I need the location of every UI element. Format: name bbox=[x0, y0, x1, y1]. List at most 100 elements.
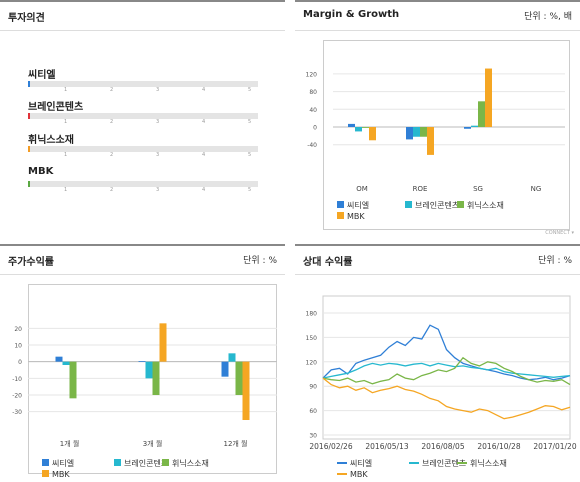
legend-label: 휘닉스소재 bbox=[172, 458, 209, 468]
x-category-label: ROE bbox=[413, 185, 428, 193]
opinion-scale-bar bbox=[28, 113, 258, 119]
x-tick-label: 2016/02/26 bbox=[309, 442, 352, 451]
legend-swatch bbox=[405, 201, 412, 208]
x-category-label: SG bbox=[473, 185, 483, 193]
opinion-tick-label: 3 bbox=[156, 87, 160, 93]
opinion-tick-label: 5 bbox=[248, 152, 252, 158]
connect-label: CONNECT bbox=[545, 230, 570, 236]
bar bbox=[471, 125, 478, 127]
returns-title: 주가수익률 bbox=[8, 257, 54, 268]
opinion-tick-label: 3 bbox=[156, 119, 160, 125]
bar bbox=[62, 361, 70, 365]
bar bbox=[406, 127, 413, 140]
legend-label: 브레인콘텐츠 bbox=[124, 458, 168, 468]
opinion-row: 휘닉스소재 1 2 3 4 5 bbox=[28, 131, 258, 160]
chevron-down-icon: ▾ bbox=[571, 230, 574, 236]
panel-divider bbox=[295, 274, 580, 275]
opinion-scale-ticks: 1 2 3 4 5 bbox=[28, 87, 258, 95]
opinion-tick-label: 4 bbox=[202, 152, 206, 158]
opinion-company-name: 휘닉스소재 bbox=[28, 135, 74, 146]
bar bbox=[159, 323, 167, 362]
y-tick-label: 20 bbox=[14, 326, 22, 333]
bar bbox=[348, 123, 355, 127]
y-tick-label: -30 bbox=[12, 409, 22, 416]
opinion-tick-label: 3 bbox=[156, 187, 160, 193]
legend-swatch bbox=[162, 459, 169, 466]
panel-top-border bbox=[295, 0, 580, 2]
panel-top-border bbox=[0, 0, 285, 2]
panel-divider bbox=[0, 30, 285, 31]
opinion-tick-label: 2 bbox=[110, 152, 114, 158]
y-tick-label: 0 bbox=[18, 359, 22, 366]
opinion-tick-label: 4 bbox=[202, 87, 206, 93]
y-tick-label: 80 bbox=[309, 89, 317, 96]
bar bbox=[369, 127, 376, 141]
relative-unit: 단위 : % bbox=[538, 256, 572, 266]
opinion-tick-label: 1 bbox=[64, 152, 68, 158]
x-category-label: NG bbox=[531, 185, 542, 193]
x-category-label: 3개 월 bbox=[143, 439, 163, 448]
x-tick-label: 2016/08/05 bbox=[421, 442, 464, 451]
legend-label: 휘닉스소재 bbox=[470, 458, 507, 468]
y-tick-label: 0 bbox=[313, 125, 317, 132]
opinion-scale-bar bbox=[28, 146, 258, 152]
opinion-scale-ticks: 1 2 3 4 5 bbox=[28, 152, 258, 160]
opinion-tick-label: 4 bbox=[202, 187, 206, 193]
opinion-panel: 투자의견 씨티엘 1 2 3 4 5 브레인콘텐츠 1 2 3 4 5 휘닉스소재 1 2 3 4 5 MBK 1 2 3… bbox=[0, 0, 285, 238]
bar bbox=[228, 353, 236, 362]
y-tick-label: -20 bbox=[12, 393, 22, 400]
chart-frame bbox=[322, 295, 571, 440]
relative-chart: 180 150 120 90 60 30 2016/02/26 2016/05/13 2016/… bbox=[306, 295, 577, 479]
legend-swatch bbox=[337, 201, 344, 208]
panel-divider bbox=[0, 274, 285, 275]
x-category-label: 12개 월 bbox=[223, 439, 247, 448]
opinion-marker bbox=[28, 113, 30, 119]
y-tick-label: 40 bbox=[309, 107, 317, 114]
opinion-tick-label: 2 bbox=[110, 187, 114, 193]
bar bbox=[69, 361, 77, 399]
opinion-marker bbox=[28, 81, 30, 87]
bar bbox=[138, 361, 146, 362]
opinion-scale-bar bbox=[28, 81, 258, 87]
opinion-scale-ticks: 1 2 3 4 5 bbox=[28, 187, 258, 195]
bar bbox=[464, 127, 471, 129]
opinion-scale-ticks: 1 2 3 4 5 bbox=[28, 119, 258, 127]
legend-label: 씨티엘 bbox=[350, 458, 372, 468]
opinion-company-name: 씨티엘 bbox=[28, 70, 56, 81]
legend-label: 씨티엘 bbox=[347, 200, 369, 210]
margin-growth-chart: 120 80 40 0 -40 OM ROE SG NG 씨티엘 브레인콘텐츠 휘닉스소재 MBK bbox=[306, 68, 565, 221]
opinion-marker bbox=[28, 146, 30, 152]
margin-growth-panel: Margin & Growth 단위 : %, 배 120 80 40 0 -40 OM R… bbox=[295, 0, 580, 238]
legend-label: 브레인콘텐츠 bbox=[422, 458, 466, 468]
opinion-tick-label: 2 bbox=[110, 87, 114, 93]
bar bbox=[55, 356, 63, 362]
y-tick-label: -10 bbox=[12, 376, 22, 383]
bar bbox=[145, 361, 153, 379]
x-tick-label: 2016/10/28 bbox=[477, 442, 520, 451]
relative-panel: 상대 수익률 단위 : % 180 150 120 90 60 30 2016/02/26 2… bbox=[295, 244, 580, 482]
x-category-label: 1개 월 bbox=[60, 439, 80, 448]
series-line bbox=[322, 362, 571, 379]
legend-swatch bbox=[42, 459, 49, 466]
opinion-tick-label: 1 bbox=[64, 187, 68, 193]
legend-label: MBK bbox=[350, 470, 368, 479]
opinion-scale-bar bbox=[28, 181, 258, 187]
series-line bbox=[322, 377, 571, 420]
x-tick-label: 2017/01/20 bbox=[533, 442, 576, 451]
panel-top-border bbox=[295, 244, 580, 246]
opinion-tick-label: 3 bbox=[156, 152, 160, 158]
x-category-label: OM bbox=[356, 185, 368, 193]
legend-label: 브레인콘텐츠 bbox=[415, 200, 459, 210]
opinion-company-name: 브레인콘텐츠 bbox=[28, 102, 84, 113]
opinion-tick-label: 5 bbox=[248, 87, 252, 93]
opinion-row: 브레인콘텐츠 1 2 3 4 5 bbox=[28, 98, 258, 127]
y-tick-label: 60 bbox=[309, 408, 317, 415]
opinion-tick-label: 5 bbox=[248, 119, 252, 125]
opinion-tick-label: 2 bbox=[110, 119, 114, 125]
opinion-row: 씨티엘 1 2 3 4 5 bbox=[28, 66, 258, 95]
y-tick-label: -40 bbox=[307, 142, 317, 149]
x-tick-label: 2016/05/13 bbox=[365, 442, 408, 451]
connect-link[interactable]: CONNECT ▾ bbox=[545, 230, 574, 236]
legend-label: MBK bbox=[347, 212, 365, 221]
